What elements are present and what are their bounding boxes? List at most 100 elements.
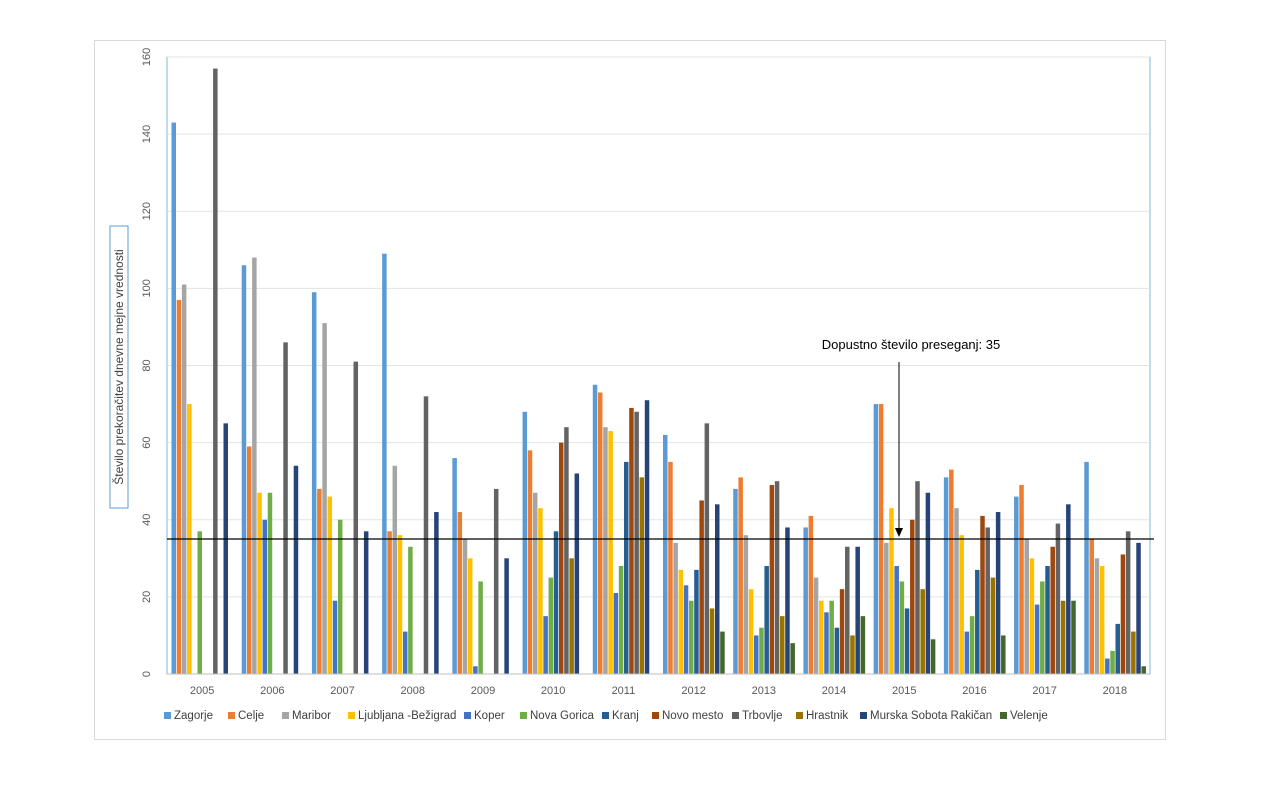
x-tick-label: 2016 [962,685,986,697]
bar [332,600,338,674]
bar [223,423,228,674]
bar [774,481,780,674]
reference-line-label: Dopustno število preseganj: 35 [822,337,1001,352]
bar [644,400,650,674]
bar [337,519,343,674]
bar [629,407,634,674]
bar [553,531,559,674]
x-tick-label: 2010 [541,685,565,697]
bar [457,512,463,674]
bar [943,477,949,674]
bar [478,581,483,674]
bar [678,569,684,674]
bar [538,508,543,674]
bar [808,515,814,674]
x-tick-label: 2013 [752,685,776,697]
bar [803,527,808,674]
y-tick-label: 0 [141,671,153,677]
bar [1105,658,1110,674]
legend-swatch [1000,712,1007,719]
bar [387,531,392,674]
bar [683,585,689,674]
bar [1136,542,1141,674]
bar [759,627,764,674]
legend-swatch [652,712,659,719]
bar [709,608,715,674]
bar [780,616,785,674]
bar [949,469,954,674]
bar [899,581,905,674]
bar [1084,461,1089,674]
legend-swatch [520,712,527,719]
bar [694,569,699,674]
bar [592,384,598,674]
bar [493,488,499,674]
y-tick-label: 80 [141,359,153,371]
bar [569,558,574,674]
bar [603,427,608,674]
bar [473,666,478,674]
legend-swatch [164,712,171,719]
bar [689,600,694,674]
bar [317,488,322,674]
y-axis-label-box: Število prekoračitev dnevne mejne vredno… [109,225,129,509]
x-tick-label: 2006 [260,685,284,697]
bar [327,496,333,674]
bar [1014,496,1019,674]
x-tick-label: 2018 [1103,685,1127,697]
bar [397,535,403,674]
bar [964,631,970,674]
bar [467,558,473,674]
bar [834,627,840,674]
bar [322,323,327,674]
y-axis-label: Število prekoračitev dnevne mejne vredno… [111,249,126,484]
bar [839,589,845,674]
bar [769,485,775,674]
bar [663,434,668,674]
bar [668,461,673,674]
annotation-arrow-head [895,528,903,537]
y-tick-label: 100 [141,279,153,297]
bar [930,639,936,674]
bar [704,423,710,674]
bar [720,631,725,674]
legend-swatch [796,712,803,719]
bar [1034,604,1040,674]
bar [980,515,985,674]
bar [845,546,850,674]
bar [434,512,439,674]
bar [353,361,359,674]
bar [969,616,975,674]
y-tick-label: 160 [141,48,153,66]
bar [889,508,894,674]
bar [283,342,288,674]
bar [699,500,704,674]
bar [462,539,468,674]
bar [673,542,678,674]
bar [639,477,645,674]
bar [1066,504,1071,674]
legend-label: Novo mesto [662,710,723,722]
legend-swatch [860,712,867,719]
bar [990,577,996,674]
bar [1120,554,1126,674]
bar [613,593,619,674]
bar [1050,546,1055,674]
grid-lines [167,56,1150,598]
x-tick-label: 2014 [822,685,846,697]
bar [574,473,580,674]
y-axis-label-border [109,225,129,509]
bar [532,492,538,674]
bar [925,492,931,674]
bar [608,431,613,674]
bar [257,492,262,674]
bar [1029,558,1035,674]
bar [894,566,899,674]
bar [1115,623,1120,674]
legend-label: Celje [238,710,264,722]
bar [743,535,749,674]
legend-label: Velenje [1010,710,1048,722]
y-axis-ticks: 0 20 40 60 80 100 120 140 160 [141,48,153,677]
legend-swatch [228,712,235,719]
bar [1045,566,1050,674]
